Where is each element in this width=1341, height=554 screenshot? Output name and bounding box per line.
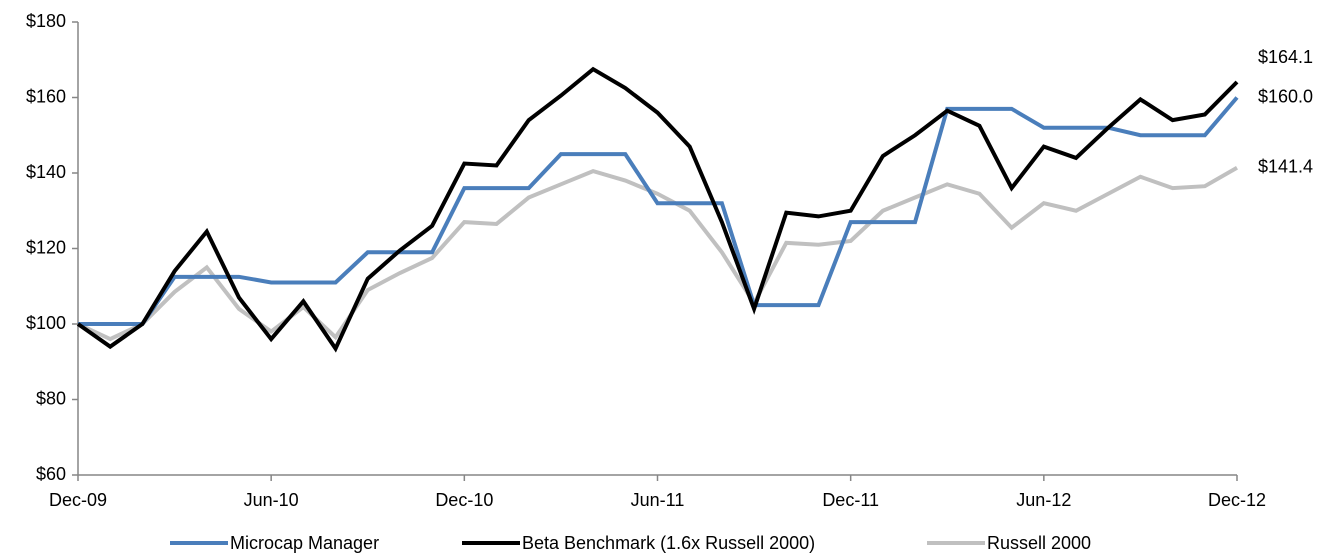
y-tick-label: $140 bbox=[26, 162, 66, 182]
y-tick-label: $80 bbox=[36, 388, 66, 408]
x-tick-label: Jun-11 bbox=[631, 490, 685, 510]
legend-label: Microcap Manager bbox=[230, 533, 379, 553]
y-tick-label: $180 bbox=[26, 11, 66, 31]
legend-label: Russell 2000 bbox=[987, 533, 1091, 553]
y-tick-label: $60 bbox=[36, 464, 66, 484]
end-label: $164.1 bbox=[1258, 47, 1313, 67]
x-tick-label: Dec-11 bbox=[822, 490, 879, 510]
y-tick-label: $160 bbox=[26, 86, 66, 106]
series-line bbox=[76, 66, 1239, 353]
y-tick-label: $100 bbox=[26, 313, 66, 333]
x-tick-label: Dec-12 bbox=[1208, 490, 1266, 510]
x-tick-label: Dec-09 bbox=[49, 490, 107, 510]
y-tick-label: $120 bbox=[26, 237, 66, 257]
x-tick-label: Jun-10 bbox=[244, 490, 299, 510]
series-line bbox=[77, 165, 1238, 342]
legend-label: Beta Benchmark (1.6x Russell 2000) bbox=[522, 533, 815, 553]
x-tick-label: Dec-10 bbox=[435, 490, 493, 510]
end-label: $160.0 bbox=[1258, 86, 1313, 106]
series-line bbox=[78, 96, 1239, 326]
x-tick-label: Jun-12 bbox=[1016, 490, 1071, 510]
end-label: $141.4 bbox=[1258, 156, 1313, 176]
